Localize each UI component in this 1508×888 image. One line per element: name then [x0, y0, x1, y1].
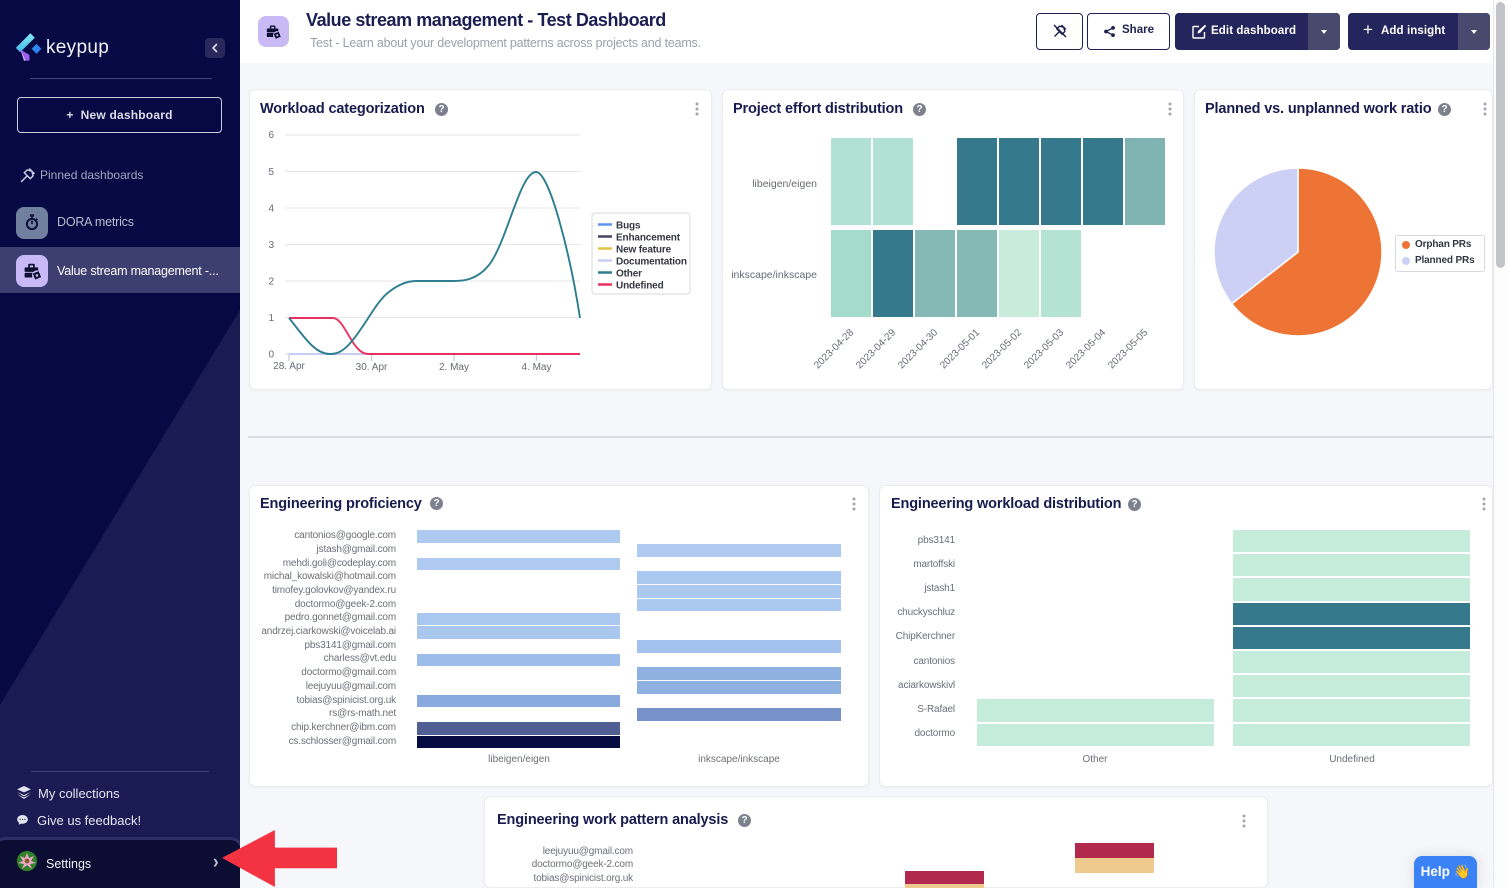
svg-text:3: 3 — [268, 240, 274, 251]
svg-text:2023-05-04: 2023-05-04 — [1064, 327, 1108, 371]
svg-text:Enhancement: Enhancement — [616, 233, 681, 244]
svg-text:2: 2 — [268, 277, 274, 288]
svg-text:2023-04-28: 2023-04-28 — [812, 327, 856, 371]
svg-text:30. Apr: 30. Apr — [356, 362, 388, 373]
svg-text:Documentation: Documentation — [616, 257, 687, 268]
svg-text:2. May: 2. May — [439, 362, 469, 373]
svg-text:4: 4 — [268, 204, 274, 215]
svg-text:libeigen/eigen: libeigen/eigen — [752, 178, 817, 190]
svg-text:Other: Other — [616, 269, 642, 280]
svg-text:2023-05-01: 2023-05-01 — [938, 327, 982, 371]
svg-text:1: 1 — [268, 313, 274, 324]
svg-text:5: 5 — [268, 167, 274, 178]
svg-text:6: 6 — [268, 130, 274, 141]
svg-text:4. May: 4. May — [521, 362, 551, 373]
svg-text:Undefined: Undefined — [616, 281, 664, 292]
svg-text:New feature: New feature — [616, 245, 672, 256]
svg-text:28. Apr: 28. Apr — [273, 361, 305, 372]
svg-text:2023-05-03: 2023-05-03 — [1022, 327, 1066, 371]
svg-text:2023-05-05: 2023-05-05 — [1106, 327, 1150, 371]
svg-text:2023-04-30: 2023-04-30 — [896, 327, 940, 371]
svg-text:0: 0 — [268, 350, 274, 361]
svg-text:2023-04-29: 2023-04-29 — [854, 327, 898, 371]
svg-text:inkscape/inkscape: inkscape/inkscape — [731, 269, 817, 281]
svg-text:2023-05-02: 2023-05-02 — [980, 327, 1024, 371]
svg-text:Bugs: Bugs — [616, 221, 641, 232]
